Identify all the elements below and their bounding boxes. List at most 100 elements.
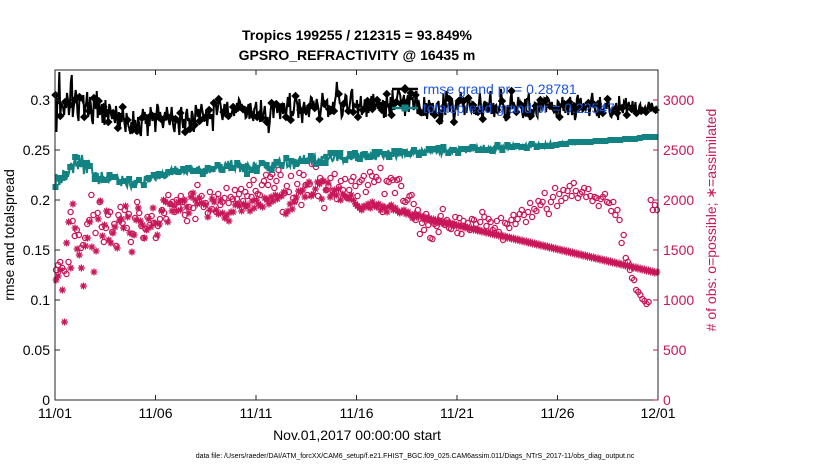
possible-point <box>321 204 328 212</box>
possible-point <box>375 176 382 184</box>
possible-point <box>287 172 295 180</box>
possible-point <box>458 230 465 238</box>
rmse-point <box>209 98 219 108</box>
possible-point <box>476 218 484 226</box>
asterisk-stroke <box>67 265 74 271</box>
totalspread-point <box>327 150 334 156</box>
rmse-point <box>276 102 286 112</box>
possible-point <box>456 214 463 222</box>
asterisk-stroke <box>181 197 188 203</box>
asterisk-stroke <box>101 222 108 228</box>
asterisk-stroke <box>173 208 180 214</box>
possible-point <box>605 199 613 207</box>
totalspread-point <box>420 150 427 156</box>
totalspread-point <box>450 147 457 153</box>
possible-point <box>65 258 72 266</box>
totalspread-point <box>440 144 447 150</box>
totalspread-point <box>96 176 103 182</box>
possible-point <box>452 213 459 221</box>
possible-point <box>614 206 621 214</box>
possible-point <box>541 189 548 197</box>
rmse-point <box>353 112 363 122</box>
asterisk-stroke <box>139 222 146 228</box>
totalspread-point <box>91 176 98 182</box>
asterisk-stroke <box>99 233 106 239</box>
asterisk-stroke <box>86 219 93 225</box>
totalspread-point <box>435 145 442 151</box>
totalspread-point <box>352 150 359 156</box>
assimilated-point <box>56 266 64 274</box>
assimilated-point <box>147 223 155 231</box>
asterisk-stroke <box>215 211 222 217</box>
totalspread-point <box>170 168 177 174</box>
assimilated-point <box>311 185 319 193</box>
rmse-point <box>478 114 488 124</box>
assimilated-point <box>109 229 117 237</box>
assimilated-point <box>65 218 73 226</box>
asterisk-stroke <box>103 208 110 214</box>
asterisk-stroke <box>217 197 224 203</box>
possible-point <box>283 182 291 190</box>
possible-point <box>510 211 517 219</box>
asterisk-stroke <box>320 178 327 184</box>
asterisk-stroke <box>55 273 62 279</box>
possible-point <box>414 206 422 214</box>
rmse-point <box>108 108 118 118</box>
asterisk-stroke <box>95 216 102 222</box>
possible-point <box>244 192 251 200</box>
possible-point <box>506 224 513 232</box>
asterisk-stroke <box>190 190 197 196</box>
asterisk-stroke <box>88 244 95 250</box>
totalspread-point <box>180 166 187 172</box>
rmse-point <box>464 93 473 103</box>
asterisk-stroke <box>434 217 441 223</box>
asterisk-stroke <box>80 283 87 289</box>
rmse-point <box>320 99 329 109</box>
possible-point <box>192 215 199 223</box>
asterisk-stroke <box>152 220 159 226</box>
y-axis: 0 0.05 0.1 0.15 0.2 0.25 0.3 <box>23 92 60 408</box>
rmse-point <box>161 112 171 122</box>
asterisk-stroke <box>120 225 127 231</box>
asterisk-stroke <box>156 221 163 227</box>
asterisk-stroke <box>207 207 213 213</box>
totalspread-point <box>509 144 516 150</box>
totalspread-point <box>518 144 525 150</box>
totalspread-point <box>587 139 594 145</box>
assimilated-point <box>103 207 111 215</box>
asterisk-stroke <box>240 201 247 207</box>
assimilated-point <box>117 215 125 223</box>
assimilated-point <box>101 221 109 229</box>
asterisk-stroke <box>124 214 131 220</box>
assimilated-point <box>335 185 343 193</box>
totalspread-point <box>145 175 152 181</box>
asterisk-stroke <box>185 210 192 216</box>
possible-point <box>368 172 376 180</box>
asterisk-stroke <box>65 219 72 225</box>
possible-point <box>397 182 405 190</box>
totalspread-point <box>273 159 280 165</box>
y2-tick-label: 500 <box>663 342 687 358</box>
totalspread-point <box>361 151 368 157</box>
totalspread-point <box>234 160 241 166</box>
y2-tick-label: 2500 <box>663 142 694 158</box>
assimilated-point <box>141 234 149 242</box>
x-tick-label: 11/16 <box>340 405 374 421</box>
totalspread-point <box>430 146 437 152</box>
totalspread-point <box>199 171 206 177</box>
assimilated-point <box>111 223 119 231</box>
totalspread-point <box>322 160 329 166</box>
asterisk-stroke <box>133 217 140 223</box>
rmse-point <box>224 111 233 121</box>
asterisk-stroke <box>417 213 424 219</box>
legend-rmse-label: rmse grand pr = 0.28781 <box>423 81 577 97</box>
asterisk-stroke <box>375 201 382 207</box>
possible-point <box>616 216 623 224</box>
totalspread-point <box>607 137 614 143</box>
asterisk-stroke <box>426 215 433 221</box>
totalspread-point <box>479 147 486 153</box>
rmse-point <box>444 94 454 104</box>
rmse-point <box>56 111 65 121</box>
possible-point <box>645 298 652 306</box>
